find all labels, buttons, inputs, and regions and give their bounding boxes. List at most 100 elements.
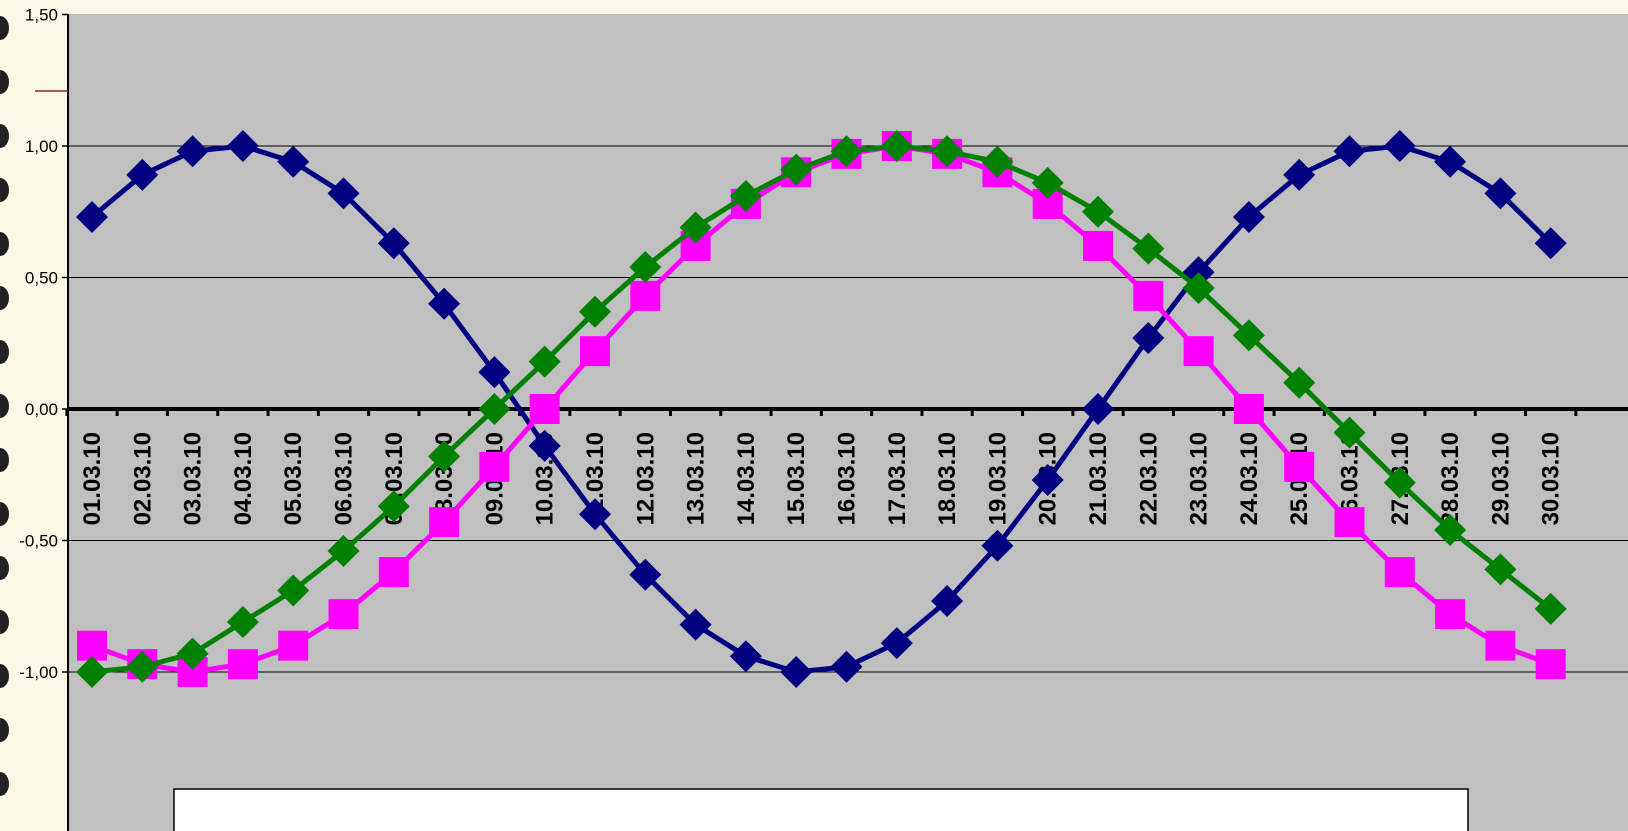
bullet-mark	[0, 124, 9, 148]
data-point	[478, 393, 511, 425]
data-point	[880, 130, 913, 162]
axes	[35, 14, 1628, 831]
y-tick-label: 1,00	[25, 137, 58, 156]
x-tick-label: 30.03.10	[1538, 432, 1565, 525]
data-point	[1384, 557, 1415, 588]
data-point	[377, 227, 410, 260]
data-point	[1031, 464, 1064, 497]
y-axis-ticks: -1,00 -0,50 0,00 0,50 1,00 1,50	[19, 6, 68, 682]
data-point	[880, 627, 913, 660]
bullet-mark	[0, 718, 9, 742]
data-point	[1183, 336, 1214, 367]
data-point	[580, 336, 610, 367]
data-point	[1284, 451, 1315, 482]
data-point	[1484, 177, 1517, 210]
series-group	[76, 130, 1567, 688]
data-point	[729, 179, 762, 212]
x-tick-label: 18.03.10	[934, 432, 961, 525]
data-point	[679, 211, 712, 244]
data-point	[1333, 416, 1366, 449]
data-point	[1434, 145, 1467, 178]
data-point	[981, 529, 1014, 562]
data-point	[1484, 553, 1517, 586]
data-point	[981, 145, 1014, 178]
data-point	[428, 440, 461, 473]
data-point	[328, 599, 359, 630]
data-point	[830, 135, 863, 168]
data-point	[1082, 195, 1114, 228]
data-point	[76, 201, 108, 234]
bullet-mark	[0, 610, 9, 634]
data-point	[1083, 230, 1113, 261]
data-point	[579, 498, 611, 531]
data-point	[277, 574, 310, 607]
x-tick-label: 29.03.10	[1487, 432, 1514, 525]
data-point	[126, 158, 159, 191]
data-point	[227, 649, 258, 680]
x-tick-label: 01.03.10	[79, 432, 106, 525]
x-tick-label: 17.03.10	[884, 432, 911, 525]
bullet-mark	[0, 286, 9, 310]
x-tick-label: 05.03.10	[280, 432, 307, 525]
data-point	[528, 429, 561, 462]
data-point	[931, 135, 964, 168]
x-tick-label: 22.03.10	[1135, 432, 1162, 525]
data-point	[1232, 319, 1265, 352]
data-point	[327, 177, 360, 210]
x-tick-label: 21.03.10	[1085, 432, 1112, 525]
bullet-mark	[0, 178, 9, 202]
data-point	[226, 130, 259, 162]
data-point	[1535, 649, 1566, 680]
data-point	[226, 606, 259, 639]
data-point	[277, 145, 310, 178]
data-point	[1534, 592, 1567, 625]
x-tick-label: 03.03.10	[180, 432, 207, 525]
x-tick-label: 12.03.10	[632, 432, 659, 525]
data-point	[679, 608, 712, 641]
data-point	[429, 507, 460, 538]
data-point	[1233, 394, 1264, 424]
data-point	[629, 558, 662, 591]
x-tick-label: 15.03.10	[783, 432, 810, 525]
data-point	[77, 630, 107, 661]
slide-bullet-marks	[0, 16, 9, 796]
data-point	[1082, 393, 1114, 425]
bullet-mark	[0, 502, 9, 526]
data-point	[327, 535, 360, 568]
data-point	[76, 656, 108, 688]
data-point	[176, 637, 209, 670]
bullet-mark	[0, 664, 9, 688]
data-point	[780, 656, 813, 688]
data-point	[1534, 227, 1567, 260]
data-point	[1132, 321, 1165, 354]
bullet-mark	[0, 70, 9, 94]
x-tick-label: 16.03.10	[834, 432, 861, 525]
x-tick-label: 06.03.10	[331, 432, 358, 525]
data-point	[478, 356, 511, 389]
data-point	[176, 135, 209, 168]
data-point	[1383, 130, 1416, 162]
data-point	[1434, 513, 1467, 546]
data-point	[1232, 201, 1265, 234]
series-3	[76, 130, 1567, 688]
data-point	[630, 280, 661, 311]
data-point	[1133, 280, 1164, 311]
data-point	[1132, 232, 1165, 265]
y-tick-label: -0,50	[19, 532, 58, 551]
data-point	[1283, 366, 1316, 399]
data-point	[428, 287, 461, 320]
data-point	[278, 630, 309, 661]
x-tick-label: 24.03.10	[1236, 432, 1263, 525]
data-point	[1435, 599, 1466, 630]
bullet-mark	[0, 16, 9, 40]
y-tick-label: 0,50	[25, 269, 58, 288]
data-point	[931, 584, 964, 617]
x-tick-label: 23.03.10	[1186, 432, 1213, 525]
data-point	[377, 490, 410, 523]
data-point	[528, 345, 561, 378]
x-tick-label: 02.03.10	[129, 432, 156, 525]
y-tick-label: 0,00	[25, 400, 58, 419]
x-tick-label: 14.03.10	[733, 432, 760, 525]
bullet-mark	[0, 556, 9, 580]
